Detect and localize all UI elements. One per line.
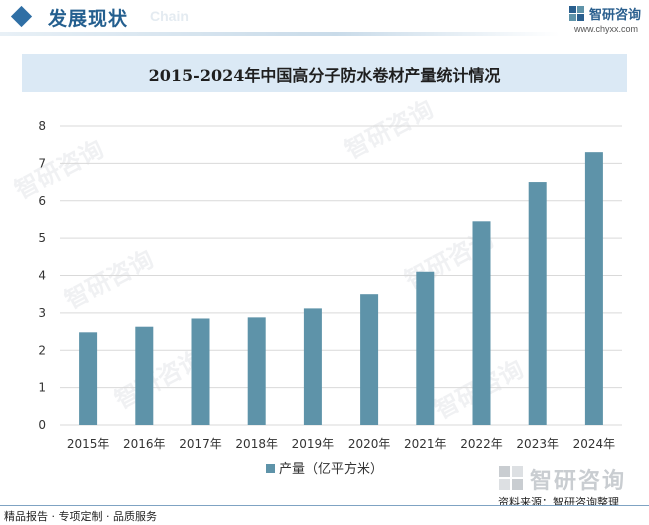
x-tick-label: 2017年	[179, 437, 222, 451]
bar	[247, 317, 266, 425]
footer-text: 精品报告 · 专项定制 · 品质服务	[4, 510, 157, 523]
header: 发展现状 Chain 智研咨询 www.chyxx.com	[0, 0, 649, 40]
logo-icon	[499, 466, 523, 490]
logo-icon	[569, 6, 584, 21]
brand-url: www.chyxx.com	[574, 24, 639, 34]
y-tick-label: 4	[38, 269, 46, 283]
y-tick-label: 5	[38, 231, 46, 245]
x-tick-label: 2020年	[348, 437, 391, 451]
bottom-brand-name: 智研咨询	[530, 469, 627, 494]
x-tick-label: 2019年	[292, 437, 335, 451]
chart-title-box: 2015-2024年中国高分子防水卷材产量统计情况	[22, 54, 627, 92]
bar	[472, 221, 491, 425]
x-tick-label: 2024年	[573, 437, 616, 451]
header-divider	[0, 32, 560, 36]
x-tick-label: 2015年	[67, 437, 110, 451]
bar	[416, 271, 435, 425]
x-tick-label: 2018年	[235, 437, 278, 451]
y-tick-label: 8	[38, 119, 46, 133]
bar	[303, 308, 322, 425]
x-tick-label: 2022年	[460, 437, 503, 451]
chart-title: 2015-2024年中国高分子防水卷材产量统计情况	[148, 66, 501, 85]
bar	[79, 332, 98, 425]
section-subtitle: Chain	[150, 8, 189, 24]
footer: 精品报告 · 专项定制 · 品质服务	[0, 506, 649, 525]
bar	[135, 326, 154, 425]
legend: 产量（亿平方米）	[0, 458, 649, 477]
y-tick-label: 6	[38, 194, 46, 208]
brand-name: 智研咨询	[589, 8, 642, 23]
x-tick-label: 2016年	[123, 437, 166, 451]
brand-logo: 智研咨询 www.chyxx.com	[568, 4, 648, 36]
legend-swatch	[265, 464, 275, 473]
bottom-brand-logo: 智研咨询	[498, 462, 648, 494]
bar	[528, 182, 547, 425]
y-tick-label: 0	[38, 418, 46, 432]
section-title: 发展现状	[48, 8, 129, 30]
y-tick-label: 3	[38, 306, 46, 320]
footer-divider	[0, 505, 649, 506]
bar	[191, 318, 210, 425]
y-tick-label: 7	[38, 156, 46, 170]
y-tick-label: 1	[38, 381, 46, 395]
bar	[360, 294, 379, 425]
x-tick-label: 2023年	[516, 437, 559, 451]
bar	[584, 152, 603, 425]
x-tick-label: 2021年	[404, 437, 447, 451]
legend-label: 产量（亿平方米）	[278, 462, 383, 477]
y-tick-label: 2	[38, 343, 46, 357]
